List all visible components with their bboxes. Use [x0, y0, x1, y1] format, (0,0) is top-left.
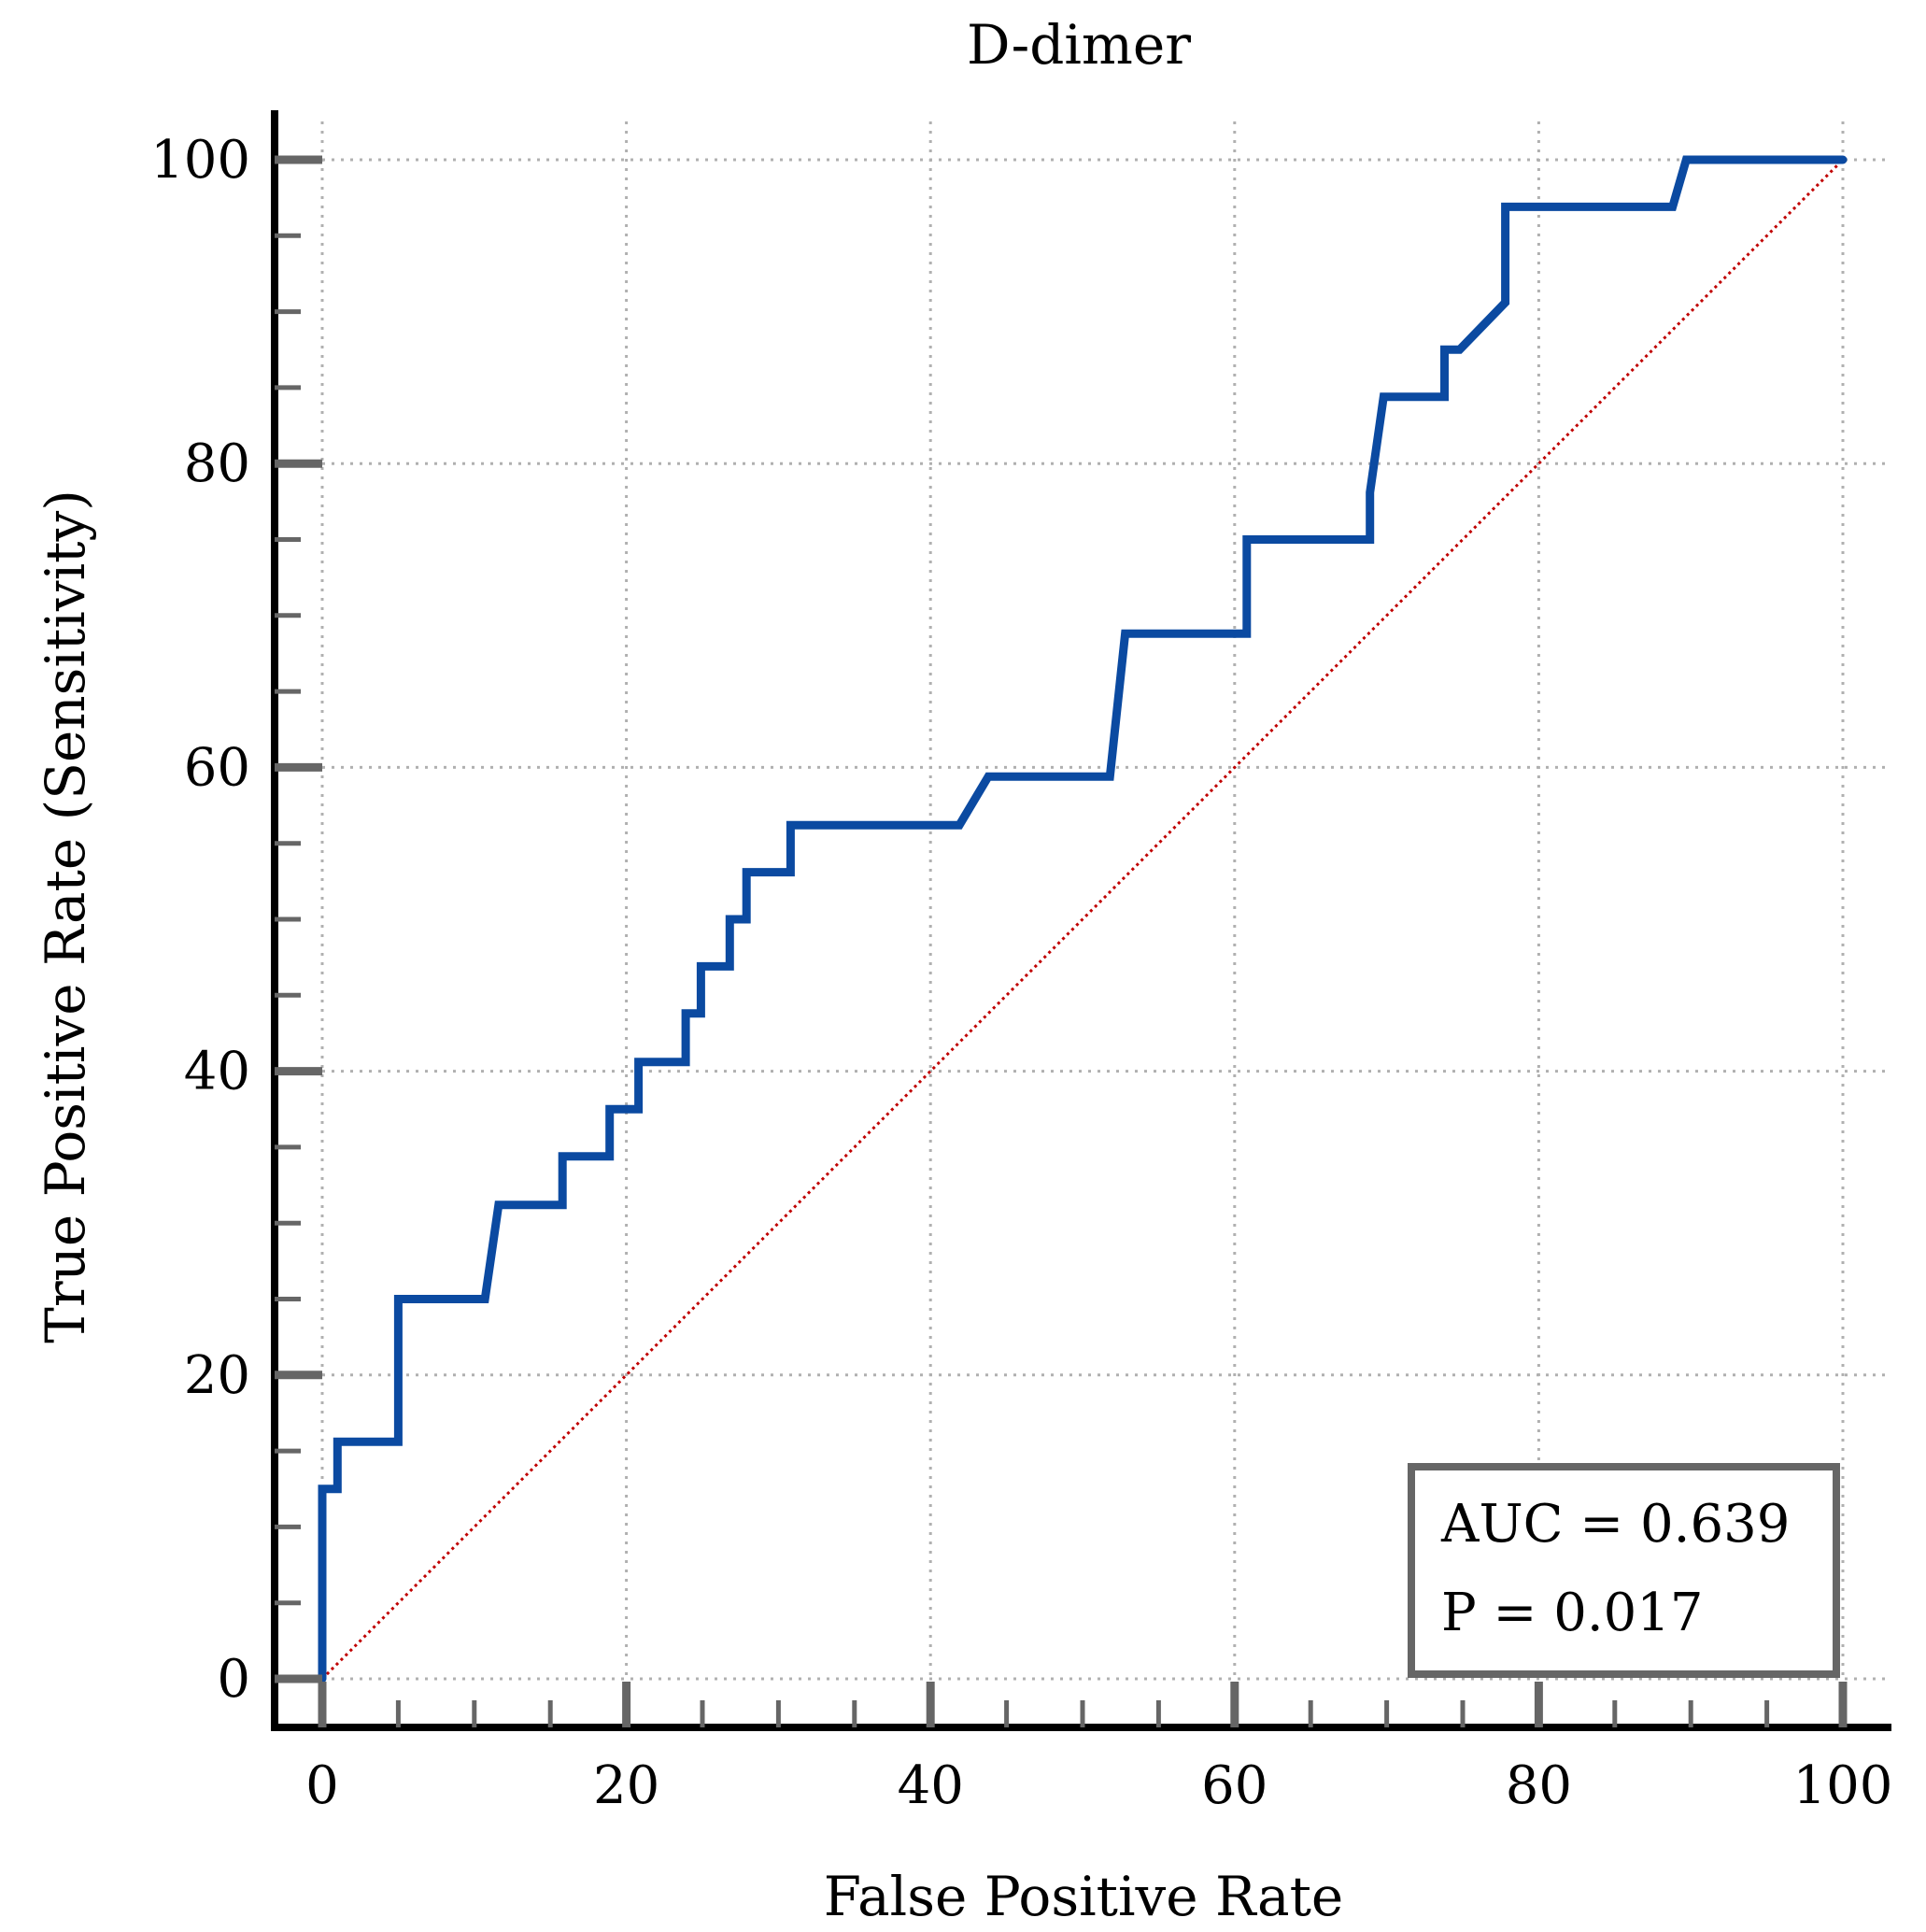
x-tick-label: 100: [1793, 1755, 1893, 1816]
y-axis-label: True Positive Rate (Sensitivity): [34, 490, 97, 1343]
y-tick-label: 60: [184, 737, 250, 798]
stats-box-frame: [1408, 1463, 1840, 1678]
grid-lines: [320, 121, 1887, 1681]
y-tick-label: 40: [184, 1042, 250, 1102]
x-tick-label: 0: [305, 1755, 339, 1816]
x-tick-label: 80: [1506, 1755, 1572, 1816]
y-tick-label: 20: [184, 1345, 250, 1406]
x-axis-label: False Positive Rate: [824, 1865, 1343, 1928]
auc-annotation: AUC = 0.639: [1440, 1494, 1790, 1555]
reference-line: [320, 158, 1845, 1681]
x-tick-label: 40: [898, 1755, 964, 1816]
stats-box: AUC = 0.639 P = 0.017: [1408, 1463, 1840, 1678]
x-tick-label: 20: [593, 1755, 659, 1816]
p-value-annotation: P = 0.017: [1441, 1583, 1704, 1643]
roc-curve: [318, 155, 1848, 1683]
axis-ticks: 0 20 40 60 80 100 0 20 40 60 80 100: [150, 130, 1892, 1816]
y-tick-label: 0: [217, 1649, 250, 1710]
y-tick-label: 100: [150, 130, 250, 191]
chart-title: D-dimer: [967, 13, 1191, 77]
y-tick-label: 80: [184, 433, 250, 494]
x-tick-label: 60: [1201, 1755, 1267, 1816]
